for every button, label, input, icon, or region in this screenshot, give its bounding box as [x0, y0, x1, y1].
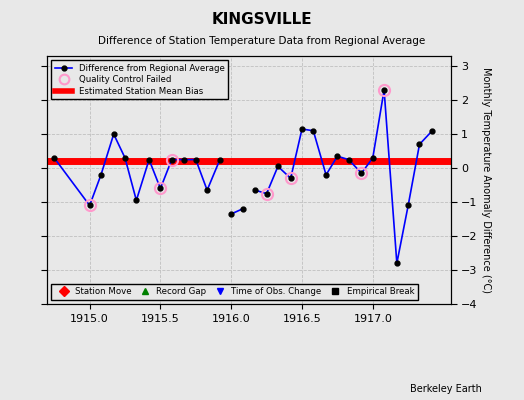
Text: KINGSVILLE: KINGSVILLE: [212, 12, 312, 27]
Legend: Station Move, Record Gap, Time of Obs. Change, Empirical Break: Station Move, Record Gap, Time of Obs. C…: [51, 284, 418, 300]
Text: Berkeley Earth: Berkeley Earth: [410, 384, 482, 394]
Text: Difference of Station Temperature Data from Regional Average: Difference of Station Temperature Data f…: [99, 36, 425, 46]
Y-axis label: Monthly Temperature Anomaly Difference (°C): Monthly Temperature Anomaly Difference (…: [482, 67, 492, 293]
